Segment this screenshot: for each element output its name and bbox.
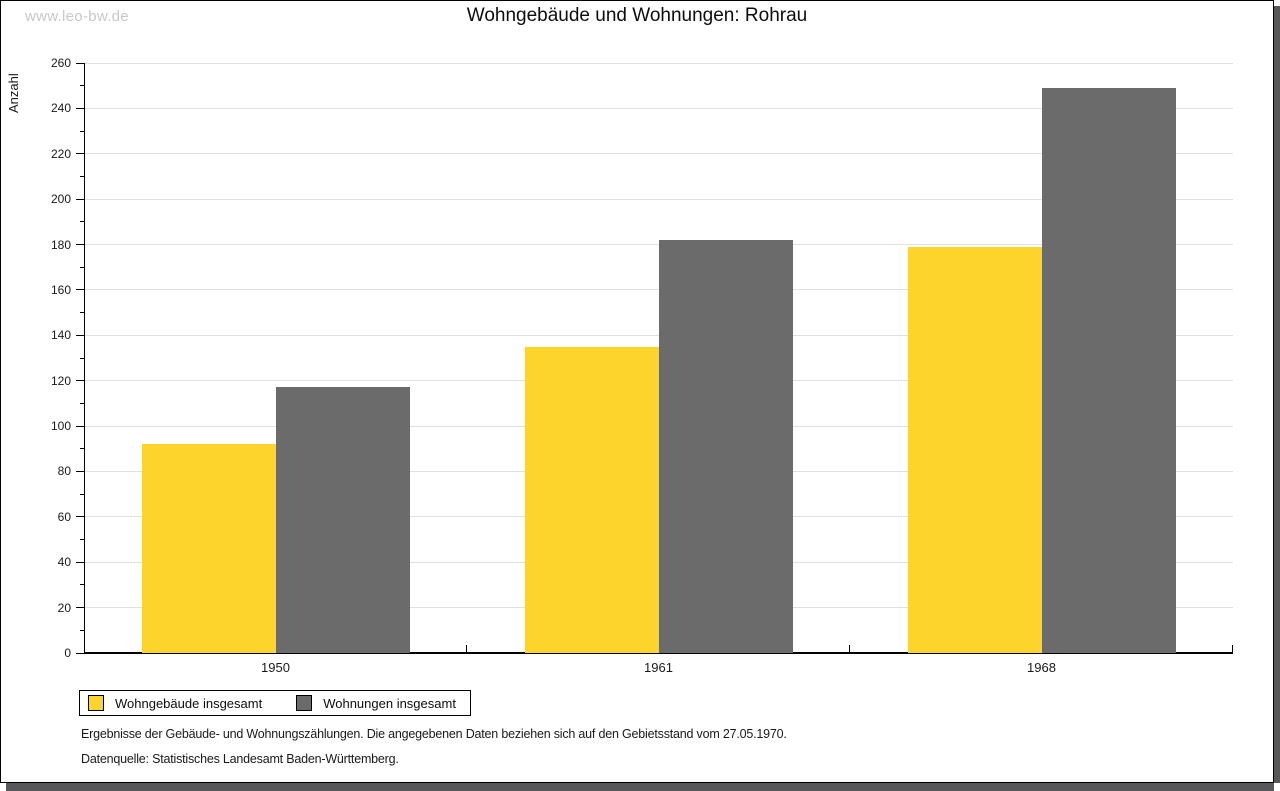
y-major-tick: [76, 425, 84, 427]
y-minor-tick: [80, 130, 84, 132]
y-tick-label: 240: [50, 101, 71, 116]
y-tick-label: 200: [50, 192, 71, 207]
x-tick-label: 1950: [261, 660, 290, 675]
legend-item-wohngebaeude: Wohngebäude insgesamt: [88, 695, 262, 711]
y-minor-tick: [80, 266, 84, 268]
x-tick-label: 1961: [644, 660, 673, 675]
y-minor-tick: [80, 221, 84, 223]
y-tick-label: 60: [57, 509, 71, 524]
y-minor-tick: [80, 85, 84, 87]
y-tick-label: 220: [50, 146, 71, 161]
y-minor-tick: [80, 493, 84, 495]
y-major-tick: [76, 561, 84, 563]
y-major-tick: [76, 153, 84, 155]
legend: Wohngebäude insgesamt Wohnungen insgesam…: [79, 690, 471, 716]
footnote-line-1: Ergebnisse der Gebäude- und Wohnungszähl…: [81, 727, 787, 741]
y-major-tick: [76, 62, 84, 64]
legend-label: Wohngebäude insgesamt: [115, 695, 263, 711]
y-tick-label: 40: [57, 555, 71, 570]
y-minor-tick: [80, 539, 84, 541]
y-major-tick: [76, 652, 84, 654]
watermark-text: www.leo-bw.de: [25, 8, 129, 25]
bar-wohnungen-1950: [275, 387, 410, 653]
y-minor-tick: [80, 175, 84, 177]
gridline: [84, 153, 1233, 155]
x-boundary-tick: [849, 645, 850, 652]
bar-wohnungen-1968: [1041, 88, 1176, 653]
bar-wohngebaeude-1961: [524, 347, 659, 653]
page-title: Wohngebäude und Wohnungen: Rohrau: [466, 5, 808, 26]
y-minor-tick: [80, 402, 84, 404]
y-major-tick: [76, 244, 84, 246]
legend-label: Wohnungen insgesamt: [323, 695, 456, 711]
y-minor-tick: [80, 629, 84, 631]
y-tick-label: 100: [50, 419, 71, 434]
y-minor-tick: [80, 357, 84, 359]
y-major-tick: [76, 107, 84, 109]
gridline: [84, 107, 1233, 109]
gridline: [84, 62, 1233, 64]
y-tick-label: 0: [64, 646, 71, 660]
y-tick-label: 20: [57, 600, 71, 615]
y-tick-label: 160: [50, 282, 71, 297]
bar-wohngebaeude-1950: [141, 444, 276, 653]
legend-swatch-gray-icon: [296, 695, 313, 711]
legend-item-wohnungen: Wohnungen insgesamt: [296, 695, 456, 711]
x-axis-line: [84, 652, 1233, 654]
x-boundary-tick: [466, 645, 467, 652]
y-major-tick: [76, 198, 84, 200]
y-axis-line: [84, 63, 85, 653]
y-tick-label: 140: [50, 328, 71, 343]
y-major-tick: [76, 470, 84, 472]
y-tick-label: 120: [50, 373, 71, 388]
y-minor-tick: [80, 448, 84, 450]
bar-wohngebaeude-1968: [907, 247, 1042, 653]
y-major-tick: [76, 289, 84, 291]
y-major-tick: [76, 607, 84, 609]
drop-shadow-right: [1274, 6, 1280, 783]
y-minor-tick: [80, 312, 84, 314]
y-tick-label: 180: [50, 237, 71, 252]
x-boundary-tick: [1232, 645, 1233, 652]
y-major-tick: [76, 380, 84, 382]
bar-wohnungen-1961: [658, 240, 793, 653]
legend-swatch-yellow-icon: [88, 695, 104, 711]
x-tick-label: 1968: [1027, 660, 1056, 675]
gridline: [84, 198, 1233, 200]
y-minor-tick: [80, 584, 84, 586]
y-major-tick: [76, 516, 84, 518]
y-tick-label: 80: [57, 464, 71, 479]
footnote-line-2: Datenquelle: Statistisches Landesamt Bad…: [81, 752, 399, 766]
y-tick-label: 260: [50, 56, 71, 70]
y-major-tick: [76, 334, 84, 336]
drop-shadow-bottom: [6, 783, 1274, 791]
